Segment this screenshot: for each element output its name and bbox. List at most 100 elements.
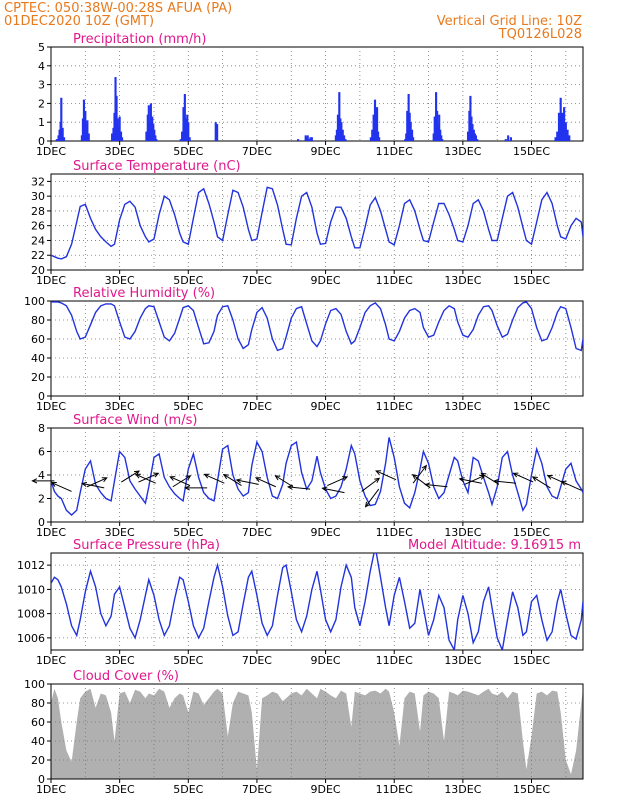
temperature-series-line [51,186,583,260]
panel-precip: 0 1 2 3 4 5 1DEC 3DEC 5DEC 7DEC 9DEC 11DEC 13DEC 15DE… [36,32,584,158]
precip-bar [145,131,148,141]
precip-bar [338,92,341,141]
wind-arrow-head [560,480,567,486]
x-tick-label: 13DEC [444,145,481,158]
x-tick-label: 13DEC [444,783,481,796]
y-tick-label: 4 [38,469,45,482]
wind-arrow-shaft [412,465,427,484]
x-tick-label: 11DEC [376,274,413,287]
model-code: TQ0126L028 [498,27,582,42]
precip-bar [341,129,344,141]
x-tick-label: 13DEC [444,654,481,667]
y-tick-label: 32 [31,175,45,188]
precip-bar [566,129,569,141]
precip-bar [336,114,340,141]
y-tick-label: 1 [38,116,45,129]
precip-bar [188,137,191,141]
precip-bar [149,103,152,141]
x-tick-label: 3DEC [105,400,135,413]
precip-bar [308,139,311,141]
precip-bar [375,107,379,141]
x-tick-label: 15DEC [513,783,550,796]
precip-bar [466,131,470,141]
precip-bar [412,137,415,141]
y-tick-label: 60 [31,333,45,346]
x-tick-label: 7DEC [242,274,272,287]
y-tick-label: 2 [38,493,45,506]
panel-title: Surface Pressure (hPa) [73,538,220,553]
precip-bar [344,139,347,141]
precip-bar [371,129,374,141]
wind-arrow-shaft [561,481,582,491]
x-tick-label: 9DEC [311,145,341,158]
precip-bar [118,116,121,141]
x-tick-label: 5DEC [173,145,203,158]
y-tick-label: 22 [31,249,45,262]
x-tick-label: 15DEC [513,654,550,667]
y-tick-label: 1008 [17,608,45,621]
precip-bar [310,137,313,141]
x-tick-label: 15DEC [513,145,550,158]
wind-arrow-shaft [375,470,397,481]
y-tick-label: 80 [31,314,45,327]
y-tick-label: 1006 [17,632,45,645]
precip-bar [179,139,182,141]
precip-bar [119,131,123,141]
precip-bar [87,133,90,141]
x-tick-label: 5DEC [173,783,203,796]
x-tick-label: 15DEC [513,400,550,413]
panel-title: Surface Wind (m/s) [73,413,197,428]
y-tick-label: 100 [24,295,45,308]
wind-arrow-head [424,482,431,488]
y-tick-label: 8 [38,422,45,435]
wind-arrow-shaft [459,478,482,484]
x-tick-label: 1DEC [36,654,66,667]
wind-arrow-shaft [135,473,156,484]
precip-bar [433,116,436,141]
wind-arrow-shaft [322,487,345,494]
precip-bar [155,139,158,141]
precip-bar [476,139,479,141]
precip-bar [507,135,510,141]
x-tick-label: 1DEC [36,274,66,287]
wind-arrow-head [421,464,428,471]
x-tick-label: 9DEC [311,654,341,667]
x-tick-label: 15DEC [513,274,550,287]
y-tick-label: 60 [31,716,45,729]
wind-arrow-shaft [204,473,225,484]
y-tick-label: 0 [38,773,45,786]
wind-series-line [51,437,583,516]
wind-arrow-head [364,501,371,508]
precip-bar [509,137,512,141]
wind-arrow-shaft [121,470,140,483]
x-tick-label: 1DEC [36,145,66,158]
wind-arrow-head [184,485,190,491]
wind-arrow-shaft [365,488,380,508]
precip-bar [504,139,507,141]
wind-arrow-head [480,472,487,478]
precip-bar [406,110,409,141]
x-tick-label: 1DEC [36,526,66,539]
precip-bar [372,114,375,141]
wind-arrow-head [546,474,553,480]
wind-arrow-head [153,472,160,478]
precip-bar [554,137,557,141]
y-tick-label: 28 [31,205,45,218]
x-tick-label: 9DEC [311,274,341,287]
precip-bar [183,94,186,141]
y-tick-label: 40 [31,352,45,365]
wind-arrow-shaft [513,472,534,483]
wind-arrow-head [50,482,57,487]
y-tick-label: 0 [38,516,45,529]
wind-arrow-head [374,477,381,483]
x-tick-label: 11DEC [376,400,413,413]
x-tick-label: 1DEC [36,783,66,796]
x-tick-label: 11DEC [376,145,413,158]
wind-arrow-shaft [51,482,72,492]
precip-bar [563,107,566,141]
x-tick-label: 5DEC [173,274,203,287]
y-tick-label: 30 [31,190,45,203]
panel-pressure: 1006 1008 1010 1012 1DEC 3DEC 5DEC 7DEC 9DEC 11DE… [17,538,584,667]
